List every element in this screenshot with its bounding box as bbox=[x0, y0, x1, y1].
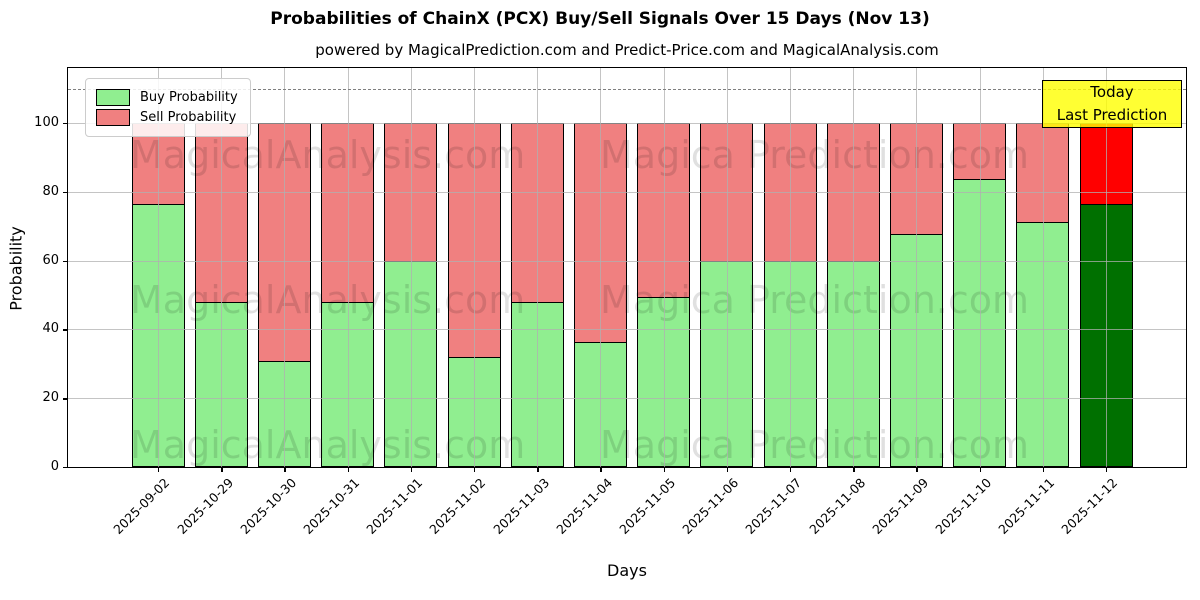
bar-sell-segment bbox=[763, 123, 817, 263]
x-tick-mark bbox=[600, 467, 602, 472]
y-tick-mark bbox=[63, 123, 68, 125]
x-tick-mark bbox=[284, 467, 286, 472]
bar-buy-segment bbox=[257, 360, 311, 467]
bar-buy-segment bbox=[1079, 203, 1133, 467]
x-tick-label: 2025-11-05 bbox=[616, 475, 679, 537]
x-tick-mark bbox=[979, 467, 981, 472]
x-tick-mark bbox=[663, 467, 665, 472]
bar-buy-segment bbox=[763, 260, 817, 467]
bar-buy-segment bbox=[826, 260, 880, 467]
bar-sell-segment bbox=[257, 123, 311, 362]
bar-buy-segment bbox=[889, 233, 943, 467]
y-tick-mark bbox=[63, 467, 68, 469]
y-tick-mark bbox=[63, 260, 68, 262]
x-tick-label: 2025-11-12 bbox=[1058, 475, 1121, 537]
x-tick-label: 2025-11-11 bbox=[995, 475, 1058, 537]
buy-swatch-icon bbox=[96, 89, 130, 106]
bar-sell-segment bbox=[889, 123, 943, 235]
x-tick-label: 2025-11-10 bbox=[932, 475, 995, 537]
x-tick-label: 2025-11-01 bbox=[363, 475, 426, 537]
y-tick-label: 60 bbox=[42, 252, 59, 268]
sell-swatch-icon bbox=[96, 109, 130, 126]
x-tick-mark bbox=[1106, 467, 1108, 472]
x-axis-label: Days bbox=[607, 561, 647, 580]
y-tick-label: 0 bbox=[50, 459, 59, 474]
bar-buy-segment bbox=[384, 260, 438, 467]
legend-item-sell: Sell Probability bbox=[96, 109, 238, 126]
x-tick-label: 2025-11-04 bbox=[553, 475, 615, 537]
x-tick-label: 2025-11-06 bbox=[679, 475, 742, 537]
bar-sell-segment bbox=[1016, 123, 1070, 223]
bar-sell-segment bbox=[384, 123, 438, 263]
chart-title: Probabilities of ChainX (PCX) Buy/Sell S… bbox=[270, 9, 930, 29]
bar-buy-segment bbox=[131, 203, 185, 467]
bar-sell-segment bbox=[1079, 123, 1133, 206]
bar-buy-segment bbox=[700, 260, 754, 467]
x-tick-mark bbox=[347, 467, 349, 472]
legend-item-buy: Buy Probability bbox=[96, 89, 238, 106]
x-tick-mark bbox=[221, 467, 223, 472]
bar-buy-segment bbox=[953, 178, 1007, 467]
x-tick-mark bbox=[853, 467, 855, 472]
bar-sell-segment bbox=[510, 123, 564, 304]
x-tick-label: 2025-11-02 bbox=[426, 475, 489, 537]
x-tick-mark bbox=[726, 467, 729, 472]
bar-sell-segment bbox=[826, 123, 880, 263]
x-tick-label: 2025-10-29 bbox=[173, 475, 236, 537]
x-tick-label: 2025-10-30 bbox=[237, 475, 299, 537]
y-tick-mark bbox=[63, 191, 68, 194]
x-tick-mark bbox=[916, 467, 918, 472]
bar-buy-segment bbox=[637, 296, 691, 468]
chart-subtitle: powered by MagicalPrediction.com and Pre… bbox=[315, 41, 939, 59]
bar-sell-segment bbox=[447, 123, 501, 359]
legend-label-sell: Sell Probability bbox=[140, 110, 237, 125]
bar-buy-segment bbox=[447, 356, 501, 468]
y-tick-label: 40 bbox=[42, 321, 59, 337]
x-tick-label: 2025-09-02 bbox=[110, 475, 173, 537]
x-tick-mark bbox=[1042, 467, 1045, 472]
x-tick-label: 2025-11-08 bbox=[805, 475, 868, 537]
today-annotation-line2: Last Prediction bbox=[1056, 106, 1168, 124]
bar-buy-segment bbox=[1016, 221, 1070, 467]
y-tick-mark bbox=[63, 329, 68, 331]
bar-buy-segment bbox=[321, 301, 375, 467]
today-annotation-line1: Today bbox=[1090, 83, 1134, 101]
x-tick-label: 2025-11-07 bbox=[742, 475, 805, 537]
x-tick-label: 2025-11-03 bbox=[489, 475, 552, 537]
bar-sell-segment bbox=[321, 123, 375, 304]
legend-label-buy: Buy Probability bbox=[140, 90, 238, 105]
bar-sell-segment bbox=[573, 123, 627, 343]
bar-buy-segment bbox=[573, 341, 627, 467]
y-tick-mark bbox=[63, 398, 68, 400]
y-tick-label: 100 bbox=[34, 115, 59, 130]
bar-buy-segment bbox=[194, 301, 248, 467]
x-tick-mark bbox=[158, 467, 160, 472]
bar-sell-segment bbox=[194, 123, 248, 304]
y-tick-label: 20 bbox=[42, 390, 59, 406]
x-tick-mark bbox=[474, 467, 476, 472]
bar-buy-segment bbox=[510, 301, 564, 467]
x-tick-mark bbox=[410, 467, 413, 472]
x-tick-mark bbox=[537, 467, 539, 472]
bar-sell-segment bbox=[700, 123, 754, 263]
x-tick-label: 2025-11-09 bbox=[869, 475, 931, 537]
today-annotation-box: Today Last Prediction bbox=[1042, 80, 1182, 128]
x-tick-mark bbox=[790, 467, 792, 472]
x-tick-label: 2025-10-31 bbox=[300, 475, 363, 537]
y-tick-label: 80 bbox=[42, 183, 59, 199]
bar-sell-segment bbox=[637, 123, 691, 299]
y-axis-label: Probability bbox=[6, 226, 26, 311]
legend: Buy Probability Sell Probability bbox=[85, 78, 251, 137]
bar-sell-segment bbox=[953, 123, 1007, 180]
